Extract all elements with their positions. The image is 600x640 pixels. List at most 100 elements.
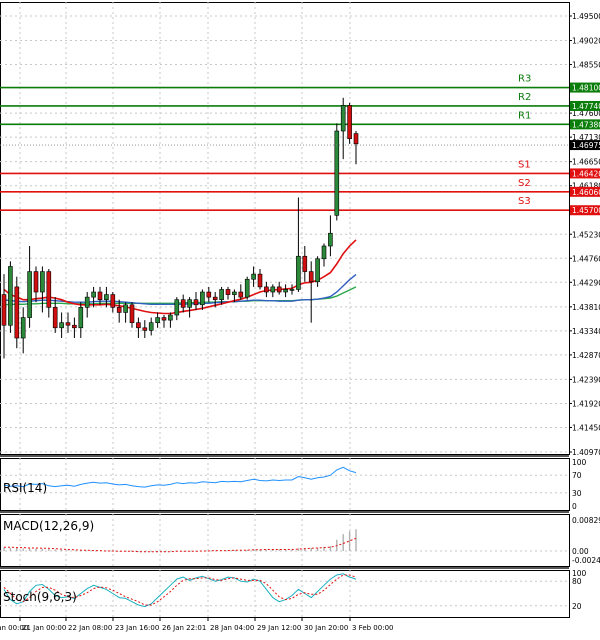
price-tick-label: 1.44760 [572, 254, 600, 263]
candle-bull [340, 105, 346, 132]
candle-bull [187, 299, 192, 308]
level-name-s2: S2 [518, 178, 531, 189]
candle-bear [264, 286, 269, 293]
candle-bear [52, 307, 58, 329]
level-name-s3: S3 [518, 196, 531, 207]
stoch-tick-label: 100 [572, 569, 587, 578]
candle-bull [334, 130, 340, 216]
level-price-label: 1.47380 [572, 120, 600, 129]
price-tick-label: 1.42870 [572, 351, 600, 360]
time-tick-label: 20 Jan 00:00 [0, 624, 28, 632]
level-price-label: 1.46060 [572, 188, 600, 197]
candle-bull [251, 273, 256, 280]
candle-bull [27, 271, 32, 318]
price-tick-label: 1.48550 [572, 61, 600, 70]
rsi-panel: 100 70 30 0 [0, 458, 587, 511]
price-tick-label: 1.47130 [572, 133, 600, 142]
time-tick-label: 23 Jan 16:00 [115, 624, 159, 632]
candle-bear [110, 294, 116, 308]
level-price-box [570, 82, 600, 93]
candle-bull [321, 245, 327, 260]
level-name-r2: R2 [518, 92, 531, 103]
panel-labels: RSI(14) MACD(12,26,9) Stoch(9,6,3) [3, 481, 94, 604]
stoch-d-line [3, 574, 357, 606]
rsi-tick-label: 100 [572, 458, 587, 467]
candle-bear [129, 304, 135, 323]
candle-bull [219, 289, 224, 300]
candle-bull [20, 317, 26, 339]
level-price-label: 1.47740 [572, 102, 600, 111]
price-tick-label: 1.46650 [572, 158, 600, 167]
candle-bear [308, 271, 314, 283]
macd-panel: 0.008292 0.00-0.00242 [0, 516, 600, 565]
candle-bull [40, 271, 45, 293]
candle-bear [14, 286, 20, 339]
candle-bear [257, 273, 263, 288]
macd-tick-label: -0.00242 [572, 556, 600, 565]
candle-bear [180, 299, 186, 308]
candle-bull [296, 255, 301, 290]
candle-bear [302, 255, 308, 272]
current-price-box [570, 140, 600, 151]
price-tick-label: 1.45230 [572, 230, 600, 239]
pivot-levels: R3 R2 R1 S1 S2 S3 [0, 74, 569, 212]
candle-bull [328, 232, 333, 247]
level-price-box [570, 100, 600, 111]
candle-bear [206, 291, 212, 298]
stoch-k-line [3, 573, 357, 608]
candle-bull [283, 289, 288, 293]
candle-bear [276, 286, 282, 293]
stoch-tick-label: 80 [572, 577, 582, 586]
candle-bear [116, 307, 122, 313]
candle-bull [174, 299, 180, 316]
price-tick-label: 1.49020 [572, 37, 600, 46]
candle-bull [59, 322, 64, 329]
candle-bull [123, 304, 128, 313]
candle-bull [244, 278, 250, 298]
candle-bear [161, 317, 167, 321]
macd-tick-label: 0.008292 [572, 516, 600, 525]
price-tick-label: 1.47600 [572, 109, 600, 118]
ma-blue-line [3, 274, 357, 305]
candle-bear [212, 296, 218, 300]
level-price-label: 1.48100 [572, 84, 600, 93]
rsi-tick-label: 0 [572, 502, 577, 511]
candle-bull [8, 266, 13, 326]
time-tick-label: 30 Jan 20:00 [304, 624, 348, 632]
candle-bull [200, 291, 205, 306]
time-tick-label: 22 Jan 08:00 [68, 624, 112, 632]
price-tick-label: 1.44290 [572, 278, 600, 287]
candle-bull [270, 286, 276, 293]
rsi-line [3, 466, 357, 488]
candle-bear [238, 291, 244, 298]
stoch-label: Stoch(9,6,3) [3, 590, 77, 604]
candle-bear [142, 327, 148, 331]
candle-bull [91, 291, 96, 298]
candle-bear [1, 294, 7, 326]
time-tick-label: 26 Jan 22:01 [162, 624, 206, 632]
price-tick-label: 1.40970 [572, 448, 600, 457]
candle-bear [97, 291, 103, 300]
stoch-tick-label: 20 [572, 602, 582, 611]
rsi-label: RSI(14) [3, 481, 47, 495]
rsi-tick-label: 30 [572, 489, 582, 498]
candle-bull [104, 294, 109, 300]
time-tick-label: 29 Jan 12:00 [257, 624, 301, 632]
level-name-r1: R1 [518, 110, 531, 121]
time-tick-label: 21 Jan 00:00 [22, 624, 66, 632]
current-price-label: 1.46975 [572, 141, 600, 150]
macd-signal-line [4, 537, 357, 553]
candle-bull [232, 291, 237, 295]
level-price-box [570, 119, 600, 130]
candle-bear [347, 105, 352, 139]
level-price-label: 1.45700 [572, 206, 600, 215]
price-tick-label: 1.49500 [572, 12, 600, 21]
candle-bear [136, 322, 141, 329]
candle-bull [84, 296, 90, 308]
price-tick-label: 1.43340 [572, 327, 600, 336]
